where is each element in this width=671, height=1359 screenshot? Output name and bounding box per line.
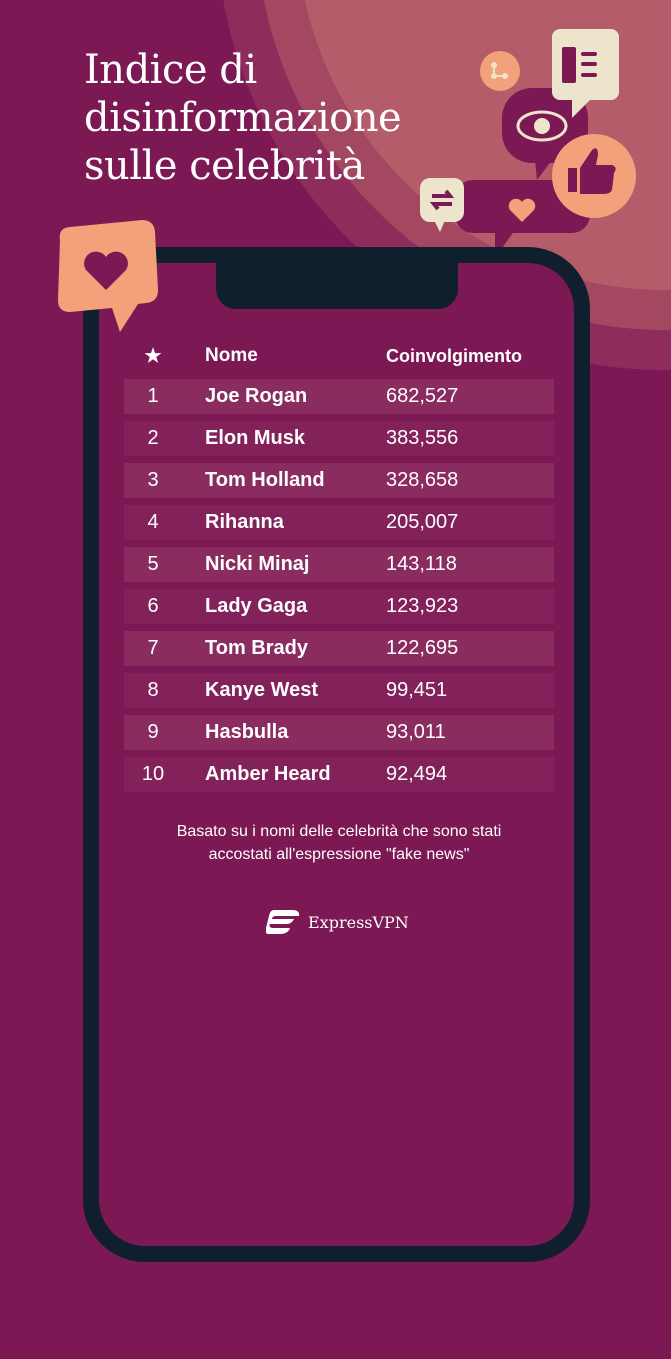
rank-cell: 6 [147,595,159,617]
news-icon [552,29,619,118]
value-cell: 99,451 [386,679,448,701]
name-cell: Amber Heard [205,763,331,785]
title-line: sulle celebrità [84,143,365,189]
name-cell: Kanye West [205,679,319,701]
table-row: 7 Tom Brady 122,695 [124,631,554,666]
logo-text: ExpressVPN [308,912,409,932]
value-cell: 328,658 [386,469,459,491]
title-line: disinformazione [84,95,402,141]
thumbs-up-icon [552,134,636,218]
header-name: Nome [205,345,258,366]
share-icon [480,51,520,91]
title-line: Indice di [84,47,257,93]
header-value: Coinvolgimento [386,345,522,366]
table-header: ★ Nome Coinvolgimento [124,340,554,372]
value-cell: 93,011 [386,721,446,743]
table-row: 4 Rihanna 205,007 [124,505,554,540]
rank-cell: 9 [147,721,159,743]
rank-cell: 8 [147,679,159,701]
value-cell: 383,556 [386,427,459,449]
star-icon: ★ [144,345,162,367]
name-cell: Lady Gaga [205,595,308,617]
expressvpn-logo-icon [266,910,300,934]
value-cell: 205,007 [386,511,459,533]
name-cell: Tom Holland [205,469,325,491]
value-cell: 92,494 [386,763,448,785]
value-cell: 682,527 [386,385,459,407]
name-cell: Joe Rogan [205,385,308,407]
name-cell: Tom Brady [205,637,308,659]
phone-frame [83,247,590,1262]
expressvpn-logo: ExpressVPN [266,910,409,934]
rank-cell: 10 [141,763,165,785]
page-title: Indice di disinformazione sulle celebrit… [84,46,402,190]
rank-cell: 2 [147,427,159,449]
table-row: 9 Hasbulla 93,011 [124,715,554,750]
rank-cell: 3 [147,469,159,491]
name-cell: Rihanna [205,511,284,533]
table-row: 1 Joe Rogan 682,527 [124,379,554,414]
name-cell: Elon Musk [205,427,306,449]
ranking-table: ★ Nome Coinvolgimento 1 Joe Rogan 682,527 2… [124,340,554,792]
table-row: 2 Elon Musk 383,556 [124,421,554,456]
value-cell: 122,695 [386,637,459,659]
name-cell: Hasbulla [205,721,289,743]
value-cell: 123,923 [386,595,459,617]
table-row: 3 Tom Holland 328,658 [124,463,554,498]
value-cell: 143,118 [386,553,457,575]
rank-cell: 7 [147,637,159,659]
rank-cell: 5 [147,553,159,575]
name-cell: Nicki Minaj [205,553,310,575]
social-icons-cluster [420,29,636,258]
repost-icon [420,178,464,232]
rank-cell: 1 [147,385,159,407]
table-row: 6 Lady Gaga 123,923 [124,589,554,624]
footnote-line: accostati all'espressione "fake news" [208,846,470,863]
table-row: 5 Nicki Minaj 143,118 [124,547,554,582]
table-row: 8 Kanye West 99,451 [124,673,554,708]
footnote-line: Basato su i nomi delle celebrità che son… [176,823,502,840]
table-row: 10 Amber Heard 92,494 [124,757,554,792]
eye-icon [502,88,588,180]
phone-notch [216,247,458,309]
heart-bubble-icon [58,220,158,332]
rank-cell: 4 [147,511,159,533]
footnote: Basato su i nomi delle celebrità che son… [124,820,554,866]
